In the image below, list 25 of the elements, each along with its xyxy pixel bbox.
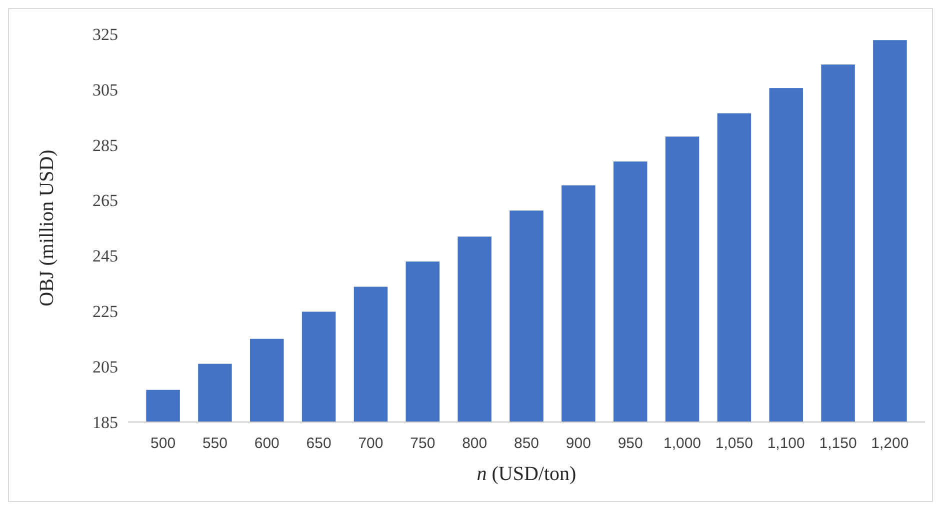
x-tick-label: 700 [358,435,384,452]
x-tick-label: 1,100 [767,435,805,452]
y-tick-label: 265 [92,191,118,210]
y-axis-title: OBJ (million USD) [36,150,58,306]
x-tick-label: 650 [306,435,332,452]
x-axis-title: n (USD/ton) [476,463,576,485]
y-tick-label: 245 [92,246,118,266]
x-tick-label: 1,200 [871,435,909,452]
x-tick-label: 600 [254,435,280,452]
y-tick-label: 185 [92,412,118,432]
y-tick-label: 225 [92,302,118,322]
x-tick-label: 750 [410,435,436,452]
x-tick-label: 1,150 [819,435,857,452]
x-tick-label: 850 [514,435,540,452]
y-tick-label: 305 [92,80,118,100]
x-tick-label: 800 [462,435,488,452]
x-tick-label: 900 [566,435,591,452]
y-tick-label: 285 [92,136,118,155]
x-tick-label: 550 [202,435,228,452]
y-tick-label: 325 [92,24,118,44]
x-tick-label: 1,000 [663,435,702,452]
x-tick-label: 1,050 [715,435,753,452]
y-tick-label: 205 [92,358,118,377]
x-tick-label: 950 [618,435,643,452]
x-tick-label: 500 [150,435,176,452]
